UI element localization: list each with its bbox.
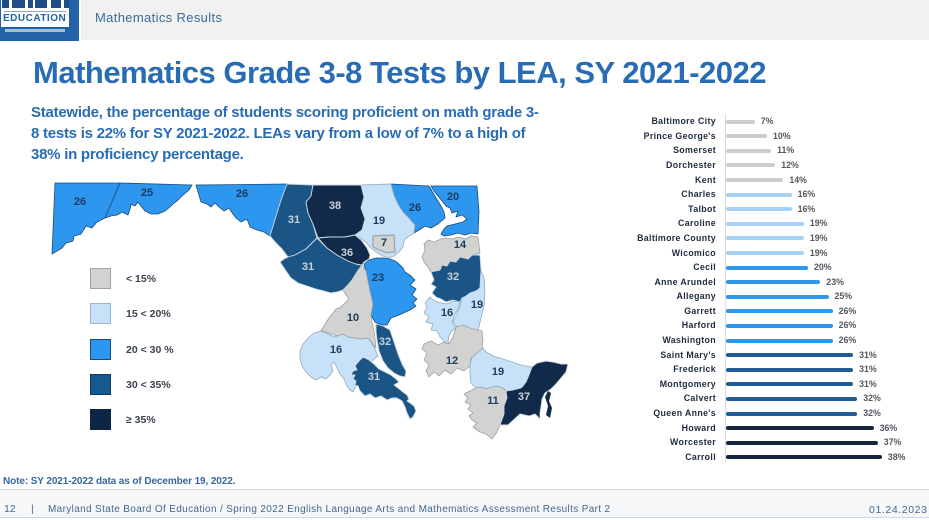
- svg-text:19: 19: [492, 366, 504, 378]
- svg-text:31: 31: [368, 371, 380, 383]
- svg-text:16: 16: [330, 344, 342, 356]
- svg-text:12: 12: [446, 355, 458, 367]
- svg-text:32: 32: [379, 336, 391, 348]
- svg-text:23: 23: [372, 272, 384, 284]
- svg-text:26: 26: [236, 188, 248, 200]
- svg-text:31: 31: [288, 214, 300, 226]
- svg-text:10: 10: [347, 312, 359, 324]
- svg-text:36: 36: [341, 247, 353, 259]
- svg-text:7: 7: [381, 237, 387, 249]
- svg-text:38: 38: [329, 200, 341, 212]
- svg-text:19: 19: [471, 299, 483, 311]
- svg-text:16: 16: [441, 307, 453, 319]
- svg-text:19: 19: [373, 215, 385, 227]
- svg-text:31: 31: [302, 261, 314, 273]
- svg-text:20: 20: [447, 191, 459, 203]
- svg-text:37: 37: [518, 391, 530, 403]
- svg-text:32: 32: [447, 271, 459, 283]
- svg-text:26: 26: [409, 202, 421, 214]
- svg-text:11: 11: [487, 395, 499, 407]
- svg-text:26: 26: [74, 196, 86, 208]
- svg-text:14: 14: [454, 239, 467, 251]
- svg-text:25: 25: [141, 187, 153, 199]
